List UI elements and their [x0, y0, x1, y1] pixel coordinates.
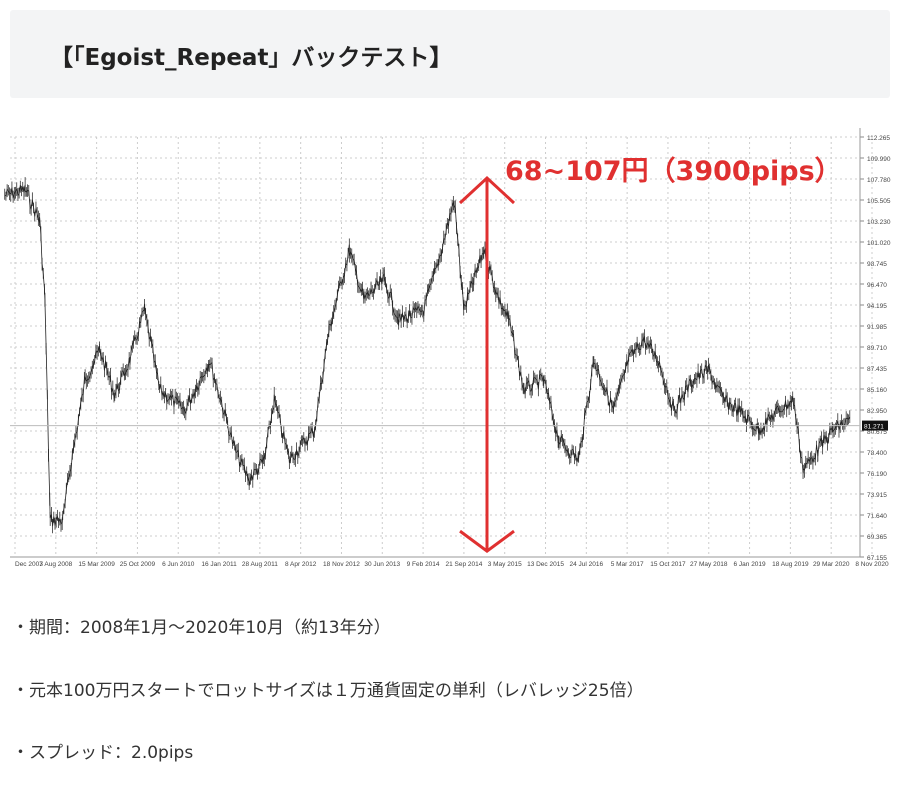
y-tick-label: 101.020 — [867, 240, 891, 247]
x-tick-label: 21 Sep 2014 — [445, 561, 482, 568]
y-tick-label: 76.190 — [867, 471, 887, 478]
y-tick-label: 73.915 — [867, 492, 887, 499]
x-tick-label: 29 Mar 2020 — [813, 561, 850, 568]
y-tick-label: 80.675 — [867, 429, 887, 436]
y-tick-label: 67.155 — [867, 555, 887, 562]
y-tick-label: 105.505 — [867, 198, 891, 205]
x-tick-label: 13 Dec 2015 — [527, 561, 564, 568]
x-tick-label: 18 Aug 2019 — [772, 561, 809, 568]
header-box: 【「Egoist_Repeat」バックテスト】 — [10, 10, 890, 98]
price-line — [4, 184, 851, 527]
y-tick-label: 107.780 — [867, 177, 891, 184]
x-tick-label: 27 May 2018 — [690, 561, 728, 568]
bullet-spread: ・スプレッド：2.0pips — [12, 743, 194, 763]
y-tick-label: 98.745 — [867, 261, 887, 268]
range-annotation: 68~107円（3900pips） — [505, 156, 842, 187]
x-tick-label: 6 Jun 2010 — [162, 561, 195, 568]
current-price-box — [862, 420, 888, 431]
bullet-period: ・期間：2008年1月～2020年10月（約13年分） — [12, 618, 391, 638]
x-tick-label: 8 Nov 2020 — [855, 561, 889, 568]
y-tick-label: 94.195 — [867, 303, 887, 310]
price-chart: 112.265 109.990 107.780 105.505 103.230 101.0… — [4, 128, 891, 568]
x-tick-label: 3 May 2015 — [488, 561, 522, 568]
y-tick-label: 91.985 — [867, 324, 887, 331]
x-tick-label: 6 Jan 2019 — [733, 561, 766, 568]
y-tick-label: 87.435 — [867, 366, 887, 373]
x-tick-label: 16 Jan 2011 — [201, 561, 237, 568]
y-tick-label: 109.990 — [867, 156, 891, 163]
x-tick-label: 9 Feb 2014 — [407, 561, 440, 568]
x-tick-label: 15 Mar 2009 — [78, 561, 115, 568]
current-price-label: 81.271 — [864, 424, 884, 431]
x-tick-label: 18 Nov 2012 — [323, 561, 360, 568]
x-tick-label: 3 Aug 2008 — [39, 561, 72, 568]
y-tick-label: 112.265 — [867, 135, 890, 142]
bullet-capital: ・元本100万円スタートでロットサイズは１万通貨固定の単利（レバレッジ25倍） — [12, 681, 644, 701]
y-tick-label: 85.160 — [867, 387, 887, 394]
page-title: 【「Egoist_Repeat」バックテスト】 — [50, 45, 453, 71]
x-tick-label: 5 Mar 2017 — [611, 561, 644, 568]
arrow-head-down-icon — [459, 529, 515, 553]
x-tick-label: Dec 2007 — [15, 561, 43, 568]
y-tick-label: 69.365 — [867, 534, 887, 541]
y-tick-label: 103.230 — [867, 219, 891, 226]
x-tick-label: 25 Oct 2009 — [120, 561, 156, 568]
y-tick-label: 82.950 — [867, 408, 887, 415]
x-tick-label: 8 Apr 2012 — [285, 561, 317, 568]
y-tick-label: 89.710 — [867, 345, 887, 352]
y-tick-label: 71.640 — [867, 513, 887, 520]
y-tick-label: 78.400 — [867, 450, 887, 457]
arrow-head-up-icon — [458, 175, 516, 205]
x-tick-label: 15 Oct 2017 — [650, 561, 686, 568]
x-tick-label: 28 Aug 2011 — [242, 561, 278, 568]
x-tick-label: 24 Jul 2016 — [570, 561, 604, 568]
y-tick-label: 96.470 — [867, 282, 887, 289]
x-tick-label: 30 Jun 2013 — [364, 561, 400, 568]
